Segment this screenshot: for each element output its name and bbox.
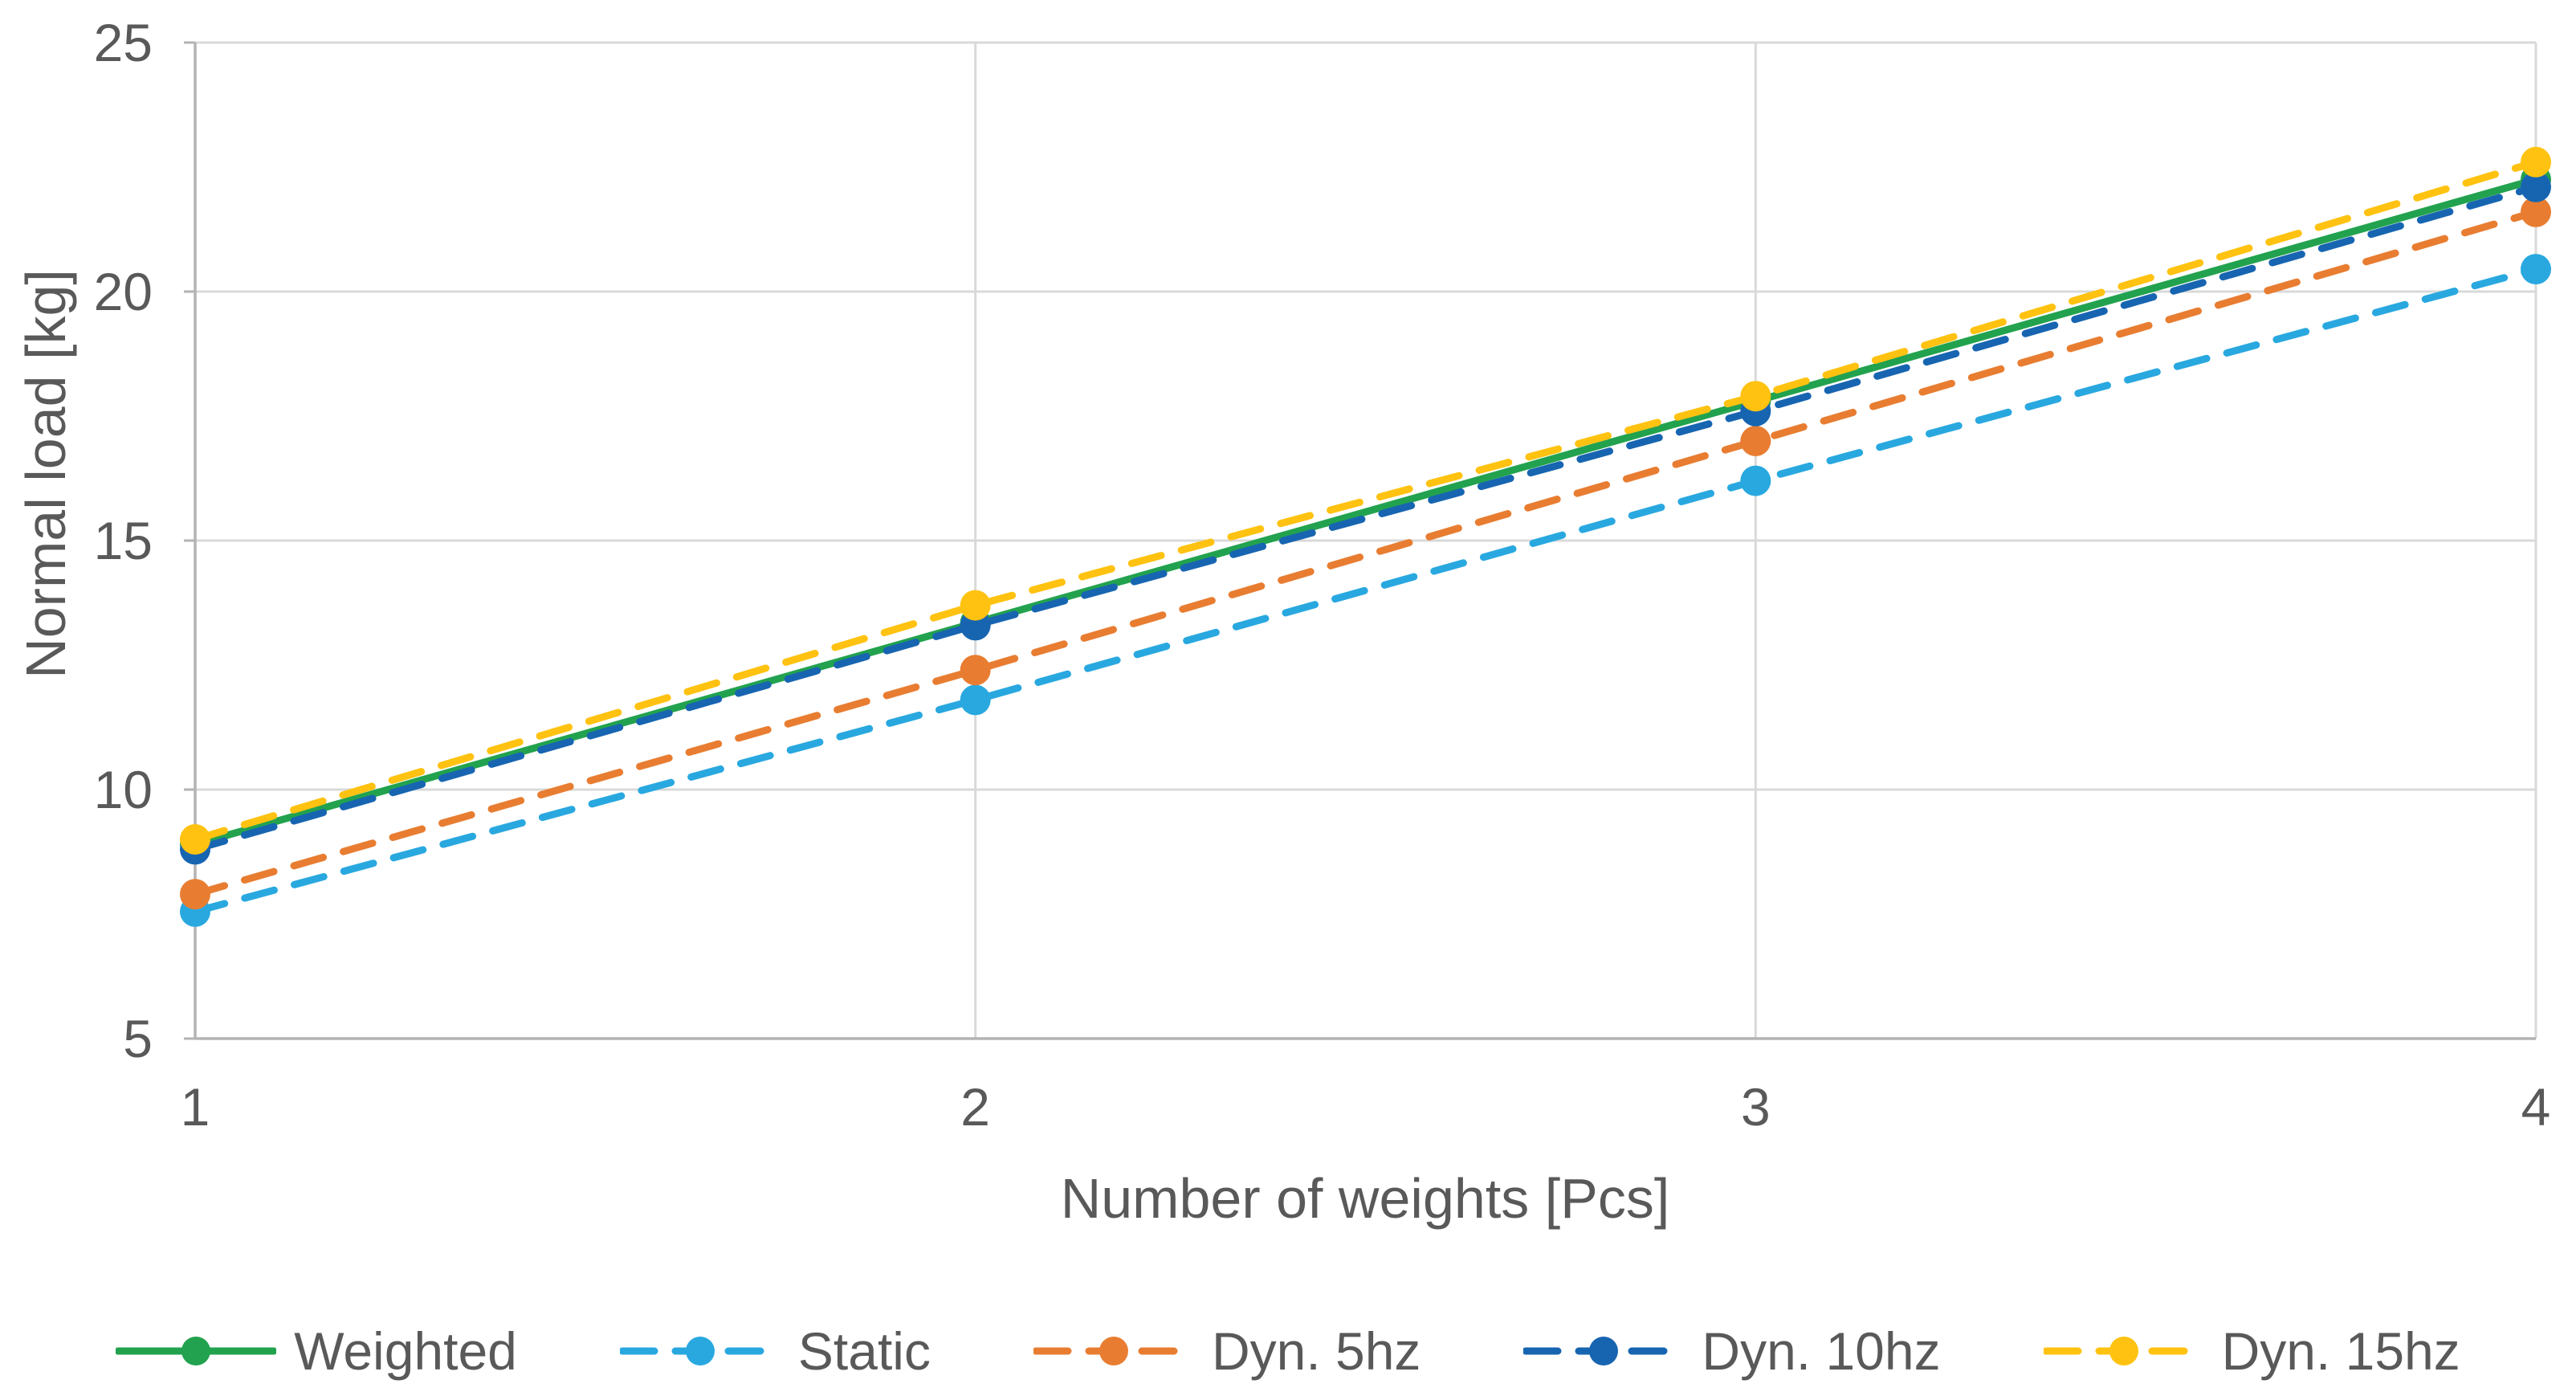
y-tick-label: 10	[94, 760, 153, 819]
data-point-dyn-15hz	[2521, 146, 2551, 178]
x-axis-title: Number of weights [Pcs]	[1061, 1167, 1670, 1230]
data-point-dyn-5hz	[1740, 426, 1771, 456]
legend-swatch-dyn-5hz-icon	[1033, 1337, 1194, 1366]
legend-item-static: Static	[619, 1321, 931, 1381]
legend: Weighted Static Dyn. 5hz Dyn. 10hz Dyn. 15hz	[0, 1312, 2576, 1388]
y-tick-label: 25	[94, 13, 153, 72]
legend-marker-sample	[1589, 1337, 1619, 1366]
y-tick-label: 20	[94, 262, 153, 321]
legend-swatch-dyn-10hz-icon	[1523, 1337, 1685, 1366]
series-line-dyn-15hz	[191, 158, 2540, 843]
data-point-static	[1740, 465, 1771, 496]
legend-marker-sample	[1098, 1337, 1128, 1366]
legend-label-weighted: Weighted	[294, 1321, 517, 1381]
y-axis-title: Normal load [kg]	[14, 269, 77, 679]
legend-marker-sample	[685, 1337, 715, 1366]
data-point-static	[2521, 254, 2551, 285]
legend-label-dyn-15hz: Dyn. 15hz	[2221, 1321, 2460, 1381]
data-point-static	[960, 684, 991, 716]
legend-item-weighted: Weighted	[116, 1325, 517, 1378]
gridlines	[195, 41, 2537, 1039]
legend-label-dyn-10hz: Dyn. 10hz	[1702, 1321, 1941, 1381]
x-tick-label: 1	[181, 1077, 210, 1137]
legend-label-dyn-5hz: Dyn. 5hz	[1211, 1321, 1421, 1381]
y-tick-label: 15	[94, 511, 153, 570]
x-tick-label: 3	[1741, 1077, 1771, 1137]
legend-swatch-static-icon	[619, 1337, 781, 1366]
series-line-weighted	[191, 176, 2540, 848]
series-line-dyn-5hz	[191, 208, 2540, 898]
legend-item-dyn-15hz: Dyn. 15hz	[2043, 1321, 2460, 1381]
axes	[184, 41, 2536, 1040]
legend-item-dyn-5hz: Dyn. 5hz	[1033, 1325, 1420, 1378]
legend-swatch-weighted-icon	[116, 1337, 277, 1366]
series-line-static	[191, 265, 2540, 916]
legend-swatch-dyn-15hz-icon	[2043, 1337, 2204, 1366]
data-point-dyn-15hz	[960, 590, 991, 621]
legend-label-static: Static	[797, 1321, 931, 1381]
y-tick-label: 5	[123, 1009, 153, 1068]
data-point-dyn-5hz	[2521, 196, 2551, 227]
data-point-dyn-5hz	[960, 655, 991, 686]
series-line-dyn-10hz	[191, 183, 2540, 853]
data-point-dyn-5hz	[180, 879, 210, 910]
data-point-dyn-10hz	[2521, 171, 2551, 202]
data-point-dyn-15hz	[1740, 381, 1771, 412]
data-series	[180, 146, 2551, 927]
x-tick-label: 2	[960, 1077, 990, 1137]
legend-marker-sample	[2109, 1337, 2138, 1366]
tick-labels: 5 10 15 20 25 1 2 3 4	[94, 13, 2551, 1137]
x-tick-label: 4	[2521, 1077, 2551, 1137]
data-point-dyn-15hz	[180, 824, 210, 855]
legend-item-dyn-10hz: Dyn. 10hz	[1523, 1321, 1941, 1381]
legend-marker-sample	[181, 1337, 211, 1366]
